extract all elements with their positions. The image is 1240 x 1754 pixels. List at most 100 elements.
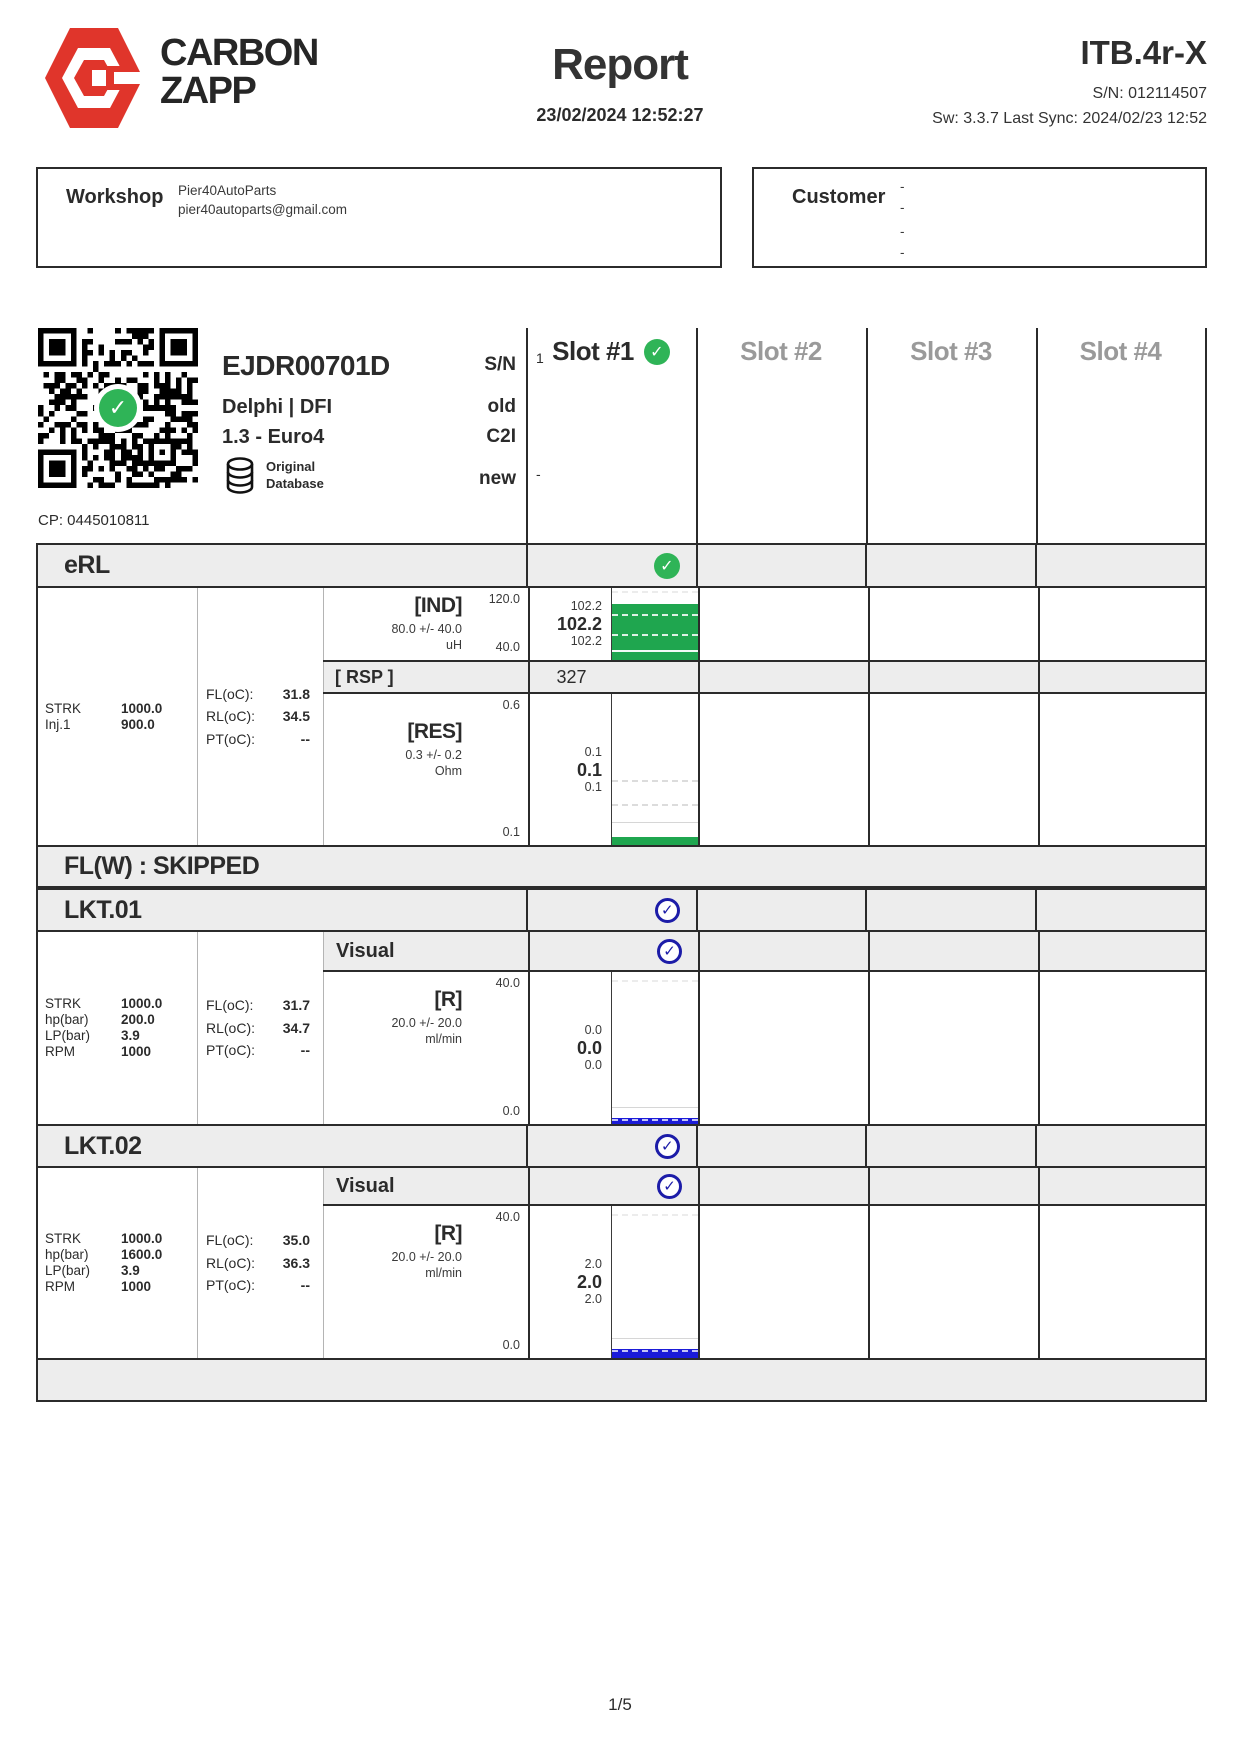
customer-label: Customer — [792, 186, 886, 208]
test-tolerance: 0.3 +/- 0.2 — [405, 748, 462, 762]
slot-header-3: Slot #3 — [910, 336, 992, 366]
workshop-name: Pier40AutoParts — [178, 183, 277, 198]
chart-gridline — [612, 1213, 698, 1216]
condition-value: 1000 — [121, 1279, 152, 1294]
rsp-name: [ RSP ] — [323, 662, 528, 692]
erl-title: eRL — [64, 551, 110, 579]
test-unit: ml/min — [425, 1032, 462, 1046]
customer-box: Customer - - - - — [752, 167, 1207, 268]
condition-value: 3.9 — [121, 1263, 140, 1278]
test-scale: 0.6 0.1 — [472, 694, 528, 845]
condition-value: 900.0 — [121, 716, 155, 732]
page-title: Report — [552, 40, 689, 89]
chart-gridline — [612, 590, 698, 593]
lkt01-slot2-status — [695, 890, 865, 930]
customer-line: - — [900, 245, 905, 260]
result-bar — [612, 837, 698, 845]
field-label-new: new — [479, 468, 516, 489]
test-scale: 40.0 0.0 — [472, 1206, 528, 1358]
qr-code: ✓ — [38, 328, 198, 488]
test-tolerance: 80.0 +/- 40.0 — [391, 622, 462, 636]
lkt01-slot4-status — [1034, 890, 1205, 930]
condition-value: 200.0 — [121, 1012, 155, 1027]
scale-bottom: 40.0 — [495, 640, 520, 654]
test-tolerance: 20.0 +/- 20.0 — [391, 1016, 462, 1030]
condition-row: Inj.1 900.0 — [45, 717, 197, 733]
injector-cp: CP: 0445010811 — [38, 512, 150, 529]
erl-temps: FL(oC): 31.8 RL(oC): 34.5 PT(oC): -- — [197, 588, 323, 845]
erl-rsp-slot2 — [698, 662, 868, 692]
column-divider — [696, 328, 698, 543]
erl-ind-slot2 — [698, 588, 868, 660]
scale-bottom: 0.1 — [502, 825, 520, 839]
marker-line — [612, 649, 698, 652]
visual-label: Visual — [323, 1168, 528, 1204]
scale-top: 40.0 — [495, 1210, 520, 1224]
test-scale: 120.0 40.0 — [472, 588, 528, 660]
slot1-sn-value: 1 — [536, 350, 544, 366]
column-divider — [526, 328, 528, 543]
tolerance-line — [612, 804, 698, 807]
temp-label: RL(oC): — [206, 708, 256, 725]
lkt01-r-slot2 — [698, 972, 868, 1124]
temp-value: -- — [300, 1042, 310, 1059]
slot-1-pass-icon: ✓ — [643, 338, 670, 365]
erl-ind-slot3 — [868, 588, 1038, 660]
temp-value: -- — [300, 730, 310, 747]
chart-gridline — [612, 979, 698, 982]
erl-rsp-row: [ RSP ] 327 — [323, 660, 1205, 694]
column-divider — [1205, 328, 1207, 543]
value-max: 2.0 — [584, 1292, 602, 1306]
scale-top: 40.0 — [495, 976, 520, 990]
visual-label: Visual — [323, 932, 528, 970]
test-name: [R] — [434, 988, 462, 1011]
lkt02-visual-row: Visual ✓ — [323, 1168, 1205, 1206]
slot-header-2: Slot #2 — [740, 336, 822, 366]
customer-line: - — [900, 179, 905, 194]
marker-line — [612, 1107, 698, 1109]
temp-value: 34.7 — [282, 1019, 310, 1036]
value-min: 0.0 — [584, 1023, 602, 1037]
scale-bottom: 0.0 — [502, 1338, 520, 1352]
temp-value: 36.3 — [282, 1254, 310, 1271]
tolerance-line — [612, 780, 698, 783]
erl-slot1-status: ✓ — [526, 545, 695, 586]
temp-value: -- — [300, 1277, 310, 1294]
scale-top: 120.0 — [488, 592, 520, 606]
temp-label: FL(oC): — [206, 685, 254, 702]
marker-line — [612, 1338, 698, 1340]
lkt02-r-slot3 — [868, 1206, 1038, 1358]
device-sync: Sw: 3.3.7 Last Sync: 2024/02/23 12:52 — [932, 110, 1207, 127]
temp-label: RL(oC): — [206, 1254, 256, 1271]
temp-label: PT(oC): — [206, 1277, 255, 1294]
condition-label: RPM — [45, 1044, 75, 1059]
lkt02-slot2-status — [695, 1126, 865, 1166]
condition-label: STRK — [45, 996, 82, 1011]
rsp-value: 327 — [556, 666, 587, 687]
erl-ind-values: 102.2 102.2 102.2 — [528, 588, 611, 660]
lkt01-pass-icon: ✓ — [654, 897, 680, 923]
test-name: [IND] — [414, 594, 462, 617]
tolerance-line — [612, 613, 698, 616]
lkt02-visual-slot2 — [698, 1168, 868, 1204]
temp-row: RL(oC): 34.5 — [206, 705, 310, 728]
value-min: 2.0 — [584, 1257, 602, 1271]
brand-line2: ZAPP — [160, 70, 257, 112]
lkt01-conditions: STRK 1000.0 hp(bar) 200.0 LP(bar) 3.9 RPM 10… — [38, 932, 197, 1124]
database-label-2: Database — [266, 476, 324, 491]
erl-slot3-status — [865, 545, 1034, 586]
field-label-old: old — [487, 396, 517, 417]
lkt01-visual-slot1: ✓ — [528, 932, 698, 970]
carbonzapp-logo-icon — [45, 28, 148, 128]
visual-pass-icon: ✓ — [657, 1173, 682, 1199]
test-tolerance: 20.0 +/- 20.0 — [391, 1250, 462, 1264]
lkt02-title: LKT.02 — [64, 1131, 142, 1160]
brand-text: CARBON ZAPP — [160, 32, 319, 112]
brand-line1: CARBON — [160, 32, 319, 74]
table-footer-band — [36, 1358, 1207, 1402]
erl-slot2-status — [695, 545, 865, 586]
erl-ind-row: [IND] 80.0 +/- 40.0 uH 120.0 40.0 102.2 … — [323, 588, 1205, 660]
field-label-sn: S/N — [484, 354, 516, 375]
workshop-label: Workshop — [66, 186, 164, 208]
